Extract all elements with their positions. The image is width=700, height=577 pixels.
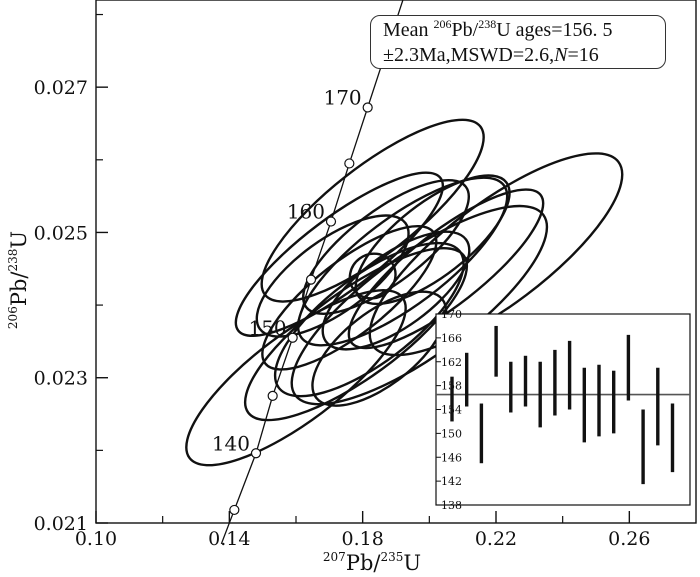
concordia-age-marker: [305, 274, 317, 285]
x-tick-label: 0.10: [75, 528, 117, 550]
x-tick-label: 0.14: [208, 528, 250, 550]
concordia-age-marker: [287, 332, 298, 343]
inset-y-tick-label: 138: [441, 499, 462, 512]
error-ellipse: [321, 230, 471, 351]
y-tick-label: 0.027: [34, 77, 88, 99]
x-tick-label: 0.22: [475, 528, 517, 550]
error-ellipse: [347, 188, 545, 350]
plot-frame: [95, 0, 697, 524]
concordia-age-label: 150: [248, 316, 286, 340]
x-axis-title: 207Pb/235U: [323, 550, 421, 575]
y-tick-label: 0.025: [34, 222, 88, 244]
error-ellipse: [354, 174, 511, 306]
y-axis-title: 206Pb/238U: [6, 231, 31, 329]
concordia-age-marker: [229, 504, 240, 516]
inset-y-tick-label: 146: [441, 451, 462, 464]
inset-y-tick-label: 150: [441, 427, 462, 440]
inset-y-tick-label: 162: [441, 356, 462, 369]
y-tick-label: 0.023: [34, 368, 88, 390]
error-ellipse: [348, 252, 397, 300]
error-ellipse: [311, 290, 448, 407]
error-ellipse: [296, 176, 509, 347]
error-ellipse: [243, 247, 469, 422]
mean-age-legend: Mean 206Pb/238U ages=156. 5 ±2.3Ma,MSWD=…: [370, 15, 666, 69]
concordia-age-marker: [250, 448, 262, 459]
legend-line-1: Mean 206Pb/238U ages=156. 5: [383, 17, 613, 41]
inset-y-tick-label: 142: [441, 475, 462, 488]
concordia-age-label: 140: [212, 431, 250, 455]
error-ellipse: [234, 171, 445, 337]
inset-frame: [435, 313, 691, 506]
concordia-age-marker: [325, 216, 337, 227]
error-ellipse: [255, 214, 410, 338]
concordia-age-label: 170: [323, 86, 361, 110]
x-tick-label: 0.26: [608, 528, 650, 550]
concordia-age-marker: [344, 158, 355, 169]
y-tick-label: 0.021: [34, 513, 88, 535]
x-tick-label: 0.18: [342, 528, 384, 550]
legend-line-2: ±2.3Ma,MSWD=2.6,N=16: [383, 44, 599, 66]
inset-y-tick-label: 166: [441, 332, 462, 345]
error-ellipse: [301, 178, 471, 315]
error-ellipse: [261, 224, 438, 371]
concordia-curve: [220, 0, 404, 545]
concordia-age-marker: [267, 390, 278, 401]
concordia-age-label: 160: [287, 200, 325, 224]
inset-y-tick-label: 170: [441, 308, 462, 321]
concordia-age-marker: [362, 102, 373, 113]
